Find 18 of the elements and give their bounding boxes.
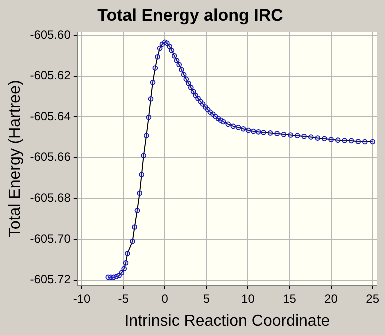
- chart-title: Total Energy along IRC: [98, 6, 284, 25]
- x-tick-label: 0: [162, 292, 169, 306]
- y-tick-label: -605.68: [30, 191, 72, 205]
- x-tick-label: 25: [366, 292, 380, 306]
- y-tick-label: -605.60: [30, 28, 72, 42]
- y-tick-label: -605.66: [30, 150, 72, 164]
- x-tick-label: 15: [283, 292, 297, 306]
- y-axis-title: Total Energy (Hartree): [7, 80, 24, 238]
- y-tick-label: -605.70: [30, 232, 72, 246]
- y-tick-label: -605.62: [30, 68, 72, 83]
- x-tick-label: -5: [118, 292, 130, 306]
- x-tick-label: 10: [242, 292, 256, 306]
- x-tick-label: 20: [324, 292, 338, 306]
- x-axis-title: Intrinsic Reaction Coordinate: [124, 312, 330, 330]
- x-tick-label: 5: [203, 292, 210, 306]
- y-tick-label: -605.64: [30, 109, 72, 124]
- x-tick-label: -10: [73, 292, 92, 306]
- y-tick-label: -605.72: [30, 272, 72, 287]
